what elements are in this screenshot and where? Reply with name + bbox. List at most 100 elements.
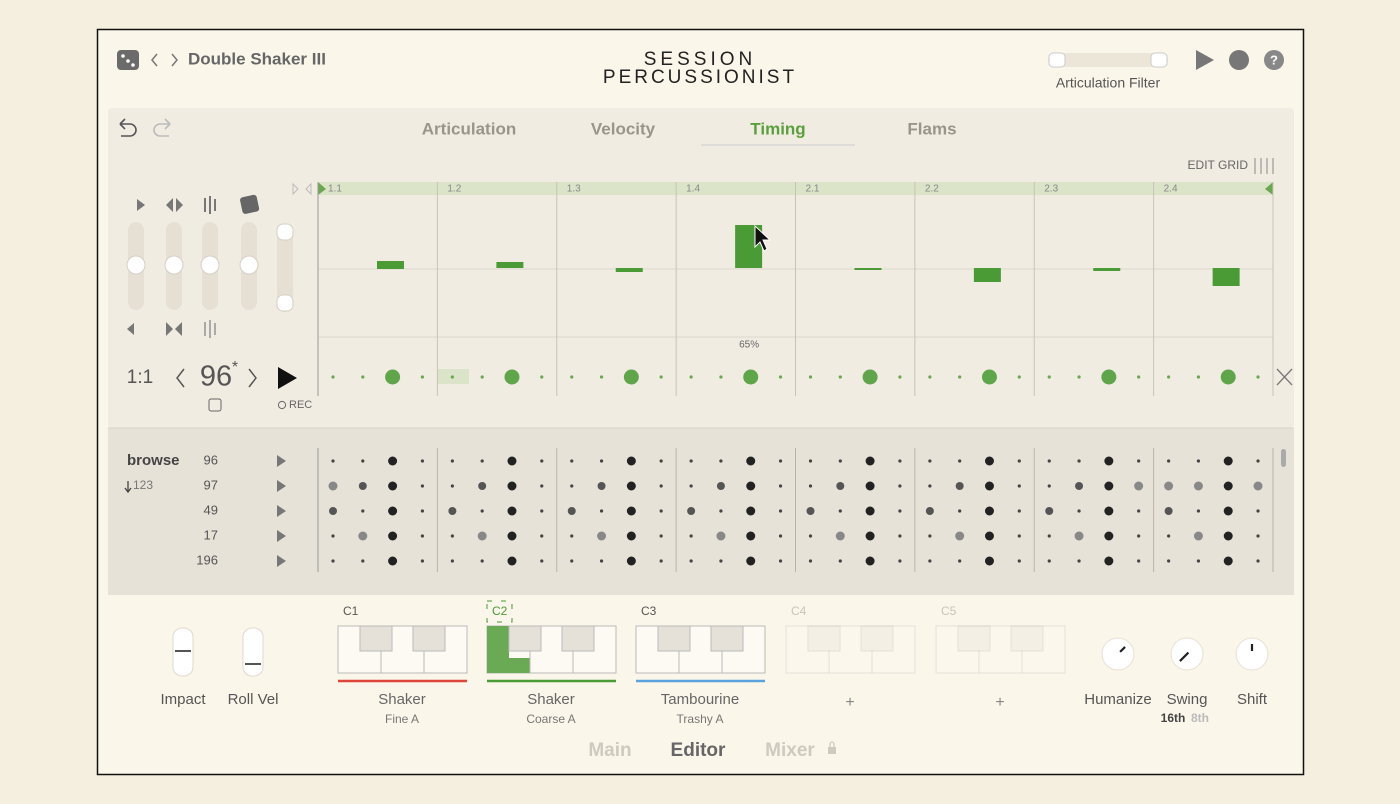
play-button[interactable] bbox=[1196, 50, 1214, 70]
keyboard[interactable] bbox=[635, 625, 766, 674]
sort-label[interactable]: 123 bbox=[133, 478, 153, 492]
step-dot[interactable] bbox=[1047, 375, 1051, 379]
loop-start[interactable] bbox=[318, 182, 326, 195]
editor-tab[interactable]: Flams bbox=[907, 119, 956, 138]
loop-end[interactable] bbox=[1265, 182, 1273, 195]
step-dot[interactable] bbox=[1137, 375, 1141, 379]
step-dot[interactable] bbox=[1256, 375, 1260, 379]
step-dot[interactable] bbox=[958, 375, 962, 379]
range-handle[interactable] bbox=[276, 223, 294, 241]
timing-bar[interactable] bbox=[496, 262, 524, 268]
knob[interactable] bbox=[1235, 637, 1269, 671]
tempo-up[interactable] bbox=[248, 368, 257, 388]
step-dot[interactable] bbox=[1196, 375, 1201, 379]
keyboard[interactable] bbox=[935, 625, 1066, 674]
prev-preset[interactable] bbox=[151, 53, 158, 67]
step-dot[interactable] bbox=[689, 375, 693, 379]
step-dot[interactable] bbox=[570, 375, 574, 379]
step-dot[interactable] bbox=[420, 375, 424, 379]
tool-icon[interactable] bbox=[166, 322, 182, 336]
tempo-down[interactable] bbox=[176, 368, 185, 388]
timing-bar[interactable] bbox=[377, 261, 404, 269]
add-instrument[interactable]: + bbox=[845, 694, 854, 711]
timing-bar[interactable] bbox=[615, 268, 643, 272]
keyboard[interactable] bbox=[337, 625, 468, 674]
tool-icon[interactable] bbox=[166, 198, 183, 212]
step-accent[interactable] bbox=[862, 369, 878, 385]
tool-icon[interactable] bbox=[127, 323, 134, 335]
row-play[interactable] bbox=[277, 480, 286, 492]
save-tempo[interactable] bbox=[208, 398, 222, 412]
undo-button[interactable] bbox=[119, 118, 137, 137]
step-dot[interactable] bbox=[331, 375, 335, 379]
slider-knob[interactable] bbox=[164, 255, 184, 275]
redo-button[interactable] bbox=[153, 118, 171, 137]
row-play[interactable] bbox=[277, 505, 286, 517]
tool-icon[interactable] bbox=[204, 196, 216, 214]
editor-tab[interactable]: Timing bbox=[750, 119, 805, 138]
slider-knob[interactable] bbox=[126, 255, 146, 275]
editor-tab[interactable]: Articulation bbox=[422, 119, 516, 138]
step-accent[interactable] bbox=[1220, 369, 1236, 385]
tool-icon[interactable] bbox=[204, 320, 216, 338]
next-preset[interactable] bbox=[171, 53, 178, 67]
knob[interactable] bbox=[1101, 637, 1135, 671]
pattern-number[interactable]: 97 bbox=[204, 477, 218, 492]
step-accent[interactable] bbox=[623, 369, 639, 385]
step-dot[interactable] bbox=[480, 375, 484, 379]
row-play[interactable] bbox=[277, 455, 286, 467]
clear-button[interactable] bbox=[1276, 368, 1293, 386]
slider-knob[interactable] bbox=[200, 255, 220, 275]
footer-tab[interactable]: Main bbox=[588, 740, 631, 761]
slider-handle[interactable] bbox=[1150, 52, 1168, 68]
pattern-number[interactable]: 196 bbox=[196, 552, 218, 567]
tool-icon[interactable] bbox=[137, 199, 145, 211]
timing-bar[interactable] bbox=[854, 268, 882, 270]
step-dot[interactable] bbox=[719, 375, 723, 379]
step-accent[interactable] bbox=[504, 369, 520, 385]
swing-mode[interactable]: 16th bbox=[1161, 711, 1186, 725]
step-dot[interactable] bbox=[778, 375, 783, 379]
sort-arrow[interactable] bbox=[124, 481, 132, 494]
step-accent[interactable] bbox=[743, 369, 759, 385]
step-dot[interactable] bbox=[450, 375, 454, 379]
step-accent[interactable] bbox=[981, 369, 997, 385]
step-dot[interactable] bbox=[808, 375, 813, 379]
help-button[interactable] bbox=[1264, 50, 1284, 70]
pattern-number[interactable]: 17 bbox=[204, 527, 218, 542]
rec-indicator[interactable] bbox=[277, 400, 287, 410]
timing-bar[interactable] bbox=[973, 268, 1001, 282]
step-dot[interactable] bbox=[540, 375, 544, 379]
settings-button[interactable] bbox=[1229, 50, 1249, 70]
keyboard[interactable] bbox=[785, 625, 916, 674]
swing-mode[interactable]: 8th bbox=[1191, 711, 1209, 725]
vertical-fader[interactable] bbox=[242, 627, 264, 677]
slider-knob[interactable] bbox=[239, 255, 259, 275]
step-accent[interactable] bbox=[385, 369, 401, 385]
pattern-play[interactable] bbox=[278, 367, 297, 389]
articulation-filter-slider[interactable] bbox=[1048, 53, 1168, 67]
footer-tab[interactable]: Mixer bbox=[765, 740, 815, 761]
step-dot[interactable] bbox=[361, 375, 365, 379]
scrollbar[interactable] bbox=[1281, 449, 1286, 467]
step-dot[interactable] bbox=[838, 375, 842, 379]
step-dot[interactable] bbox=[1017, 375, 1021, 379]
add-instrument[interactable]: + bbox=[995, 694, 1004, 711]
step-dot[interactable] bbox=[1077, 375, 1081, 379]
step-dot[interactable] bbox=[1167, 375, 1171, 379]
slider-handle[interactable] bbox=[1048, 52, 1066, 68]
range-handle[interactable] bbox=[276, 294, 294, 312]
step-dot[interactable] bbox=[928, 375, 932, 379]
pattern-number[interactable]: 49 bbox=[204, 502, 218, 517]
editor-tab[interactable]: Velocity bbox=[591, 119, 656, 138]
randomize[interactable] bbox=[240, 194, 260, 214]
row-play[interactable] bbox=[277, 555, 286, 567]
row-play[interactable] bbox=[277, 530, 286, 542]
step-dot[interactable] bbox=[599, 375, 604, 379]
timing-bar[interactable] bbox=[1212, 268, 1240, 286]
timing-bar[interactable] bbox=[1093, 268, 1121, 271]
step-dot[interactable] bbox=[898, 375, 902, 379]
pattern-number[interactable]: 96 bbox=[204, 452, 218, 467]
step-accent[interactable] bbox=[1101, 369, 1117, 385]
edit-grid-button[interactable]: EDIT GRID bbox=[1188, 158, 1249, 172]
